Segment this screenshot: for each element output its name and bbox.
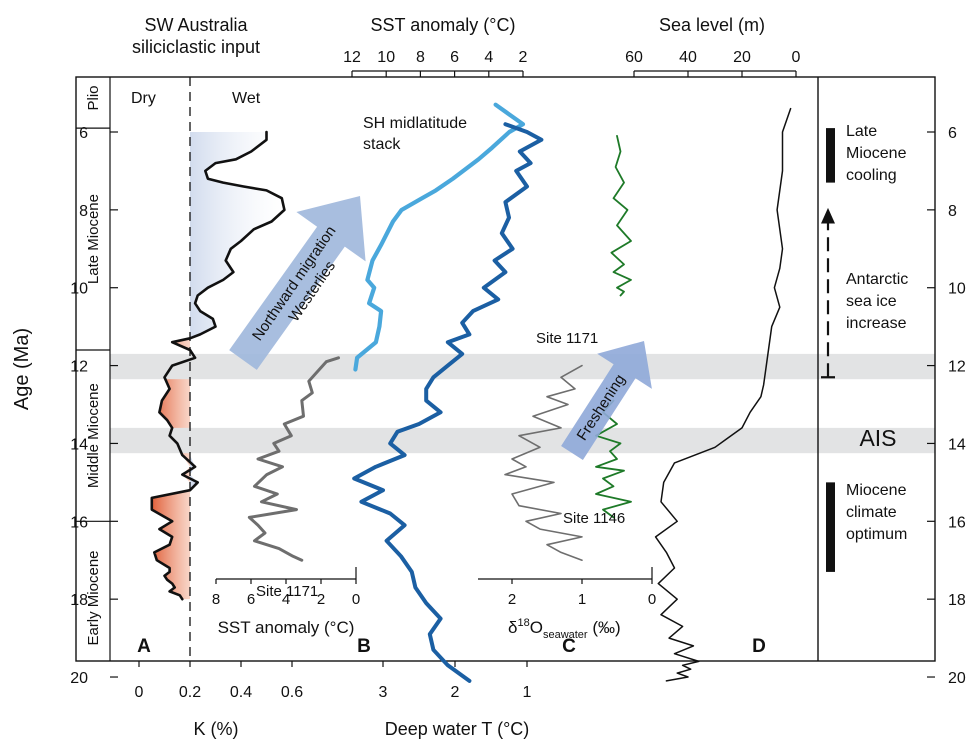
- epoch-label: Early Miocene: [85, 550, 102, 645]
- sst-top-tick-label: 6: [450, 49, 459, 66]
- plot-frame: [75, 76, 936, 662]
- panel-b-label: B: [357, 636, 371, 657]
- k-axis-title: K (%): [194, 719, 239, 739]
- sea-ice-arrowhead: [821, 207, 835, 224]
- wet-label: Wet: [232, 90, 261, 107]
- d18o-tick-label: 1: [578, 591, 586, 608]
- sst-bottom-tick-label: 0: [352, 591, 360, 608]
- k-tick-label: 0: [135, 684, 144, 701]
- sea-level-axis-title: Sea level (m): [659, 15, 765, 35]
- age-tick-label-right: 20: [948, 670, 966, 687]
- age-tick-label: 8: [79, 203, 88, 220]
- d18o-label-part: 18: [517, 617, 529, 629]
- late-miocene-cooling-bar: [826, 128, 835, 183]
- age-tick-label: 20: [70, 670, 88, 687]
- d18o-label-part: (‰): [588, 618, 621, 637]
- dry-label: Dry: [131, 90, 156, 107]
- sea-level-tick-label: 60: [625, 49, 643, 66]
- event-miocene-climate-optimum: Miocene climate optimum: [846, 482, 907, 543]
- wet-area: [190, 132, 285, 600]
- site-1171-sst-line: [247, 356, 340, 562]
- age-tick-label: 10: [70, 281, 88, 298]
- deep-water-temperature-line: [352, 122, 544, 683]
- site-1146-label: Site 1146: [563, 510, 625, 527]
- site-1146-d18o-line: [595, 399, 632, 519]
- age-tick-label-right: 10: [948, 281, 966, 298]
- sea-level-tick-label: 40: [679, 49, 697, 66]
- age-tick-label: 14: [70, 436, 88, 453]
- epoch-label: Plio: [85, 85, 102, 110]
- series-layer: [150, 102, 792, 683]
- k-series-line: [150, 130, 286, 601]
- sst-bottom-tick-label: 4: [282, 591, 290, 608]
- event-ais: AIS: [859, 425, 896, 451]
- age-tick-label-right: 18: [948, 592, 966, 609]
- age-tick-label: 18: [70, 592, 88, 609]
- sst-bottom-axis-title: SST anomaly (°C): [218, 618, 355, 637]
- freshening-arrow: [561, 341, 652, 460]
- d18o-label-part: O: [530, 618, 543, 637]
- epoch-label: Middle Miocene: [85, 383, 102, 488]
- site-1171-d18o-line: [504, 364, 583, 562]
- age-tick-label-right: 8: [948, 203, 957, 220]
- k-tick-label: 0.2: [179, 684, 201, 701]
- deep-axis-title: Deep water T (°C): [385, 719, 530, 739]
- age-tick-label-right: 12: [948, 359, 966, 376]
- sh-stack-label: SH midlatitude stack: [363, 115, 467, 153]
- panel-d-label: D: [752, 636, 766, 657]
- event-antarctic-sea-ice: Antarctic sea ice increase: [846, 271, 908, 332]
- sst-top-tick-label: 4: [484, 49, 493, 66]
- sst-bottom-tick-label: 8: [212, 591, 220, 608]
- age-tick-label-right: 16: [948, 514, 966, 531]
- age-axis-title: Age (Ma): [11, 328, 33, 410]
- age-tick-label-right: 6: [948, 125, 957, 142]
- miocene-climate-optimum-bar: [826, 482, 835, 572]
- westerlies-arrow: [229, 196, 366, 370]
- d18o-axis-title: δ18Oseawater (‰): [508, 617, 621, 641]
- deep-tick-label: 1: [523, 684, 532, 701]
- sh-midlatitude-stack-line: [353, 102, 526, 372]
- band-layer: [110, 353, 935, 454]
- sea-level-tick-label: 20: [733, 49, 751, 66]
- deep-tick-label: 3: [379, 684, 388, 701]
- highlight-band: [110, 353, 935, 380]
- site-1171-d18o-label: Site 1171: [536, 330, 598, 347]
- age-tick-label: 16: [70, 514, 88, 531]
- d18o-label-part: seawater: [543, 629, 588, 641]
- deep-tick-label: 2: [451, 684, 460, 701]
- sst-bottom-tick-label: 2: [317, 591, 325, 608]
- age-tick-label: 12: [70, 359, 88, 376]
- d18o-tick-label: 0: [648, 591, 656, 608]
- panel-a-label: A: [137, 636, 151, 657]
- arrow-layer: [229, 128, 835, 572]
- k-tick-label: 0.6: [281, 684, 303, 701]
- sea-level-tick-label: 0: [792, 49, 801, 66]
- epoch-label: Late Miocene: [85, 194, 102, 284]
- sea-level-line: [654, 107, 792, 682]
- sst-top-tick-label: 12: [343, 49, 361, 66]
- panel-c-label: C: [562, 636, 576, 657]
- k-tick-label: 0.4: [230, 684, 252, 701]
- sst-bottom-tick-label: 6: [247, 591, 255, 608]
- d18o-tick-label: 2: [508, 591, 516, 608]
- sst-top-tick-label: 8: [416, 49, 425, 66]
- d18o-label-part: δ: [508, 618, 517, 637]
- site-1171-sst-label: Site 1171: [256, 583, 318, 600]
- age-tick-label: 6: [79, 125, 88, 142]
- frame-layer: [75, 70, 936, 678]
- highlight-band: [110, 427, 935, 454]
- sst-top-axis-title: SST anomaly (°C): [371, 15, 516, 35]
- sst-top-tick-label: 10: [377, 49, 395, 66]
- site-1146-upper-d18o-line: [610, 134, 632, 297]
- age-tick-label-right: 14: [948, 436, 966, 453]
- k-header: SW Australia siliciclastic input: [132, 15, 260, 57]
- sst-top-tick-label: 2: [519, 49, 528, 66]
- event-late-miocene-cooling: Late Miocene cooling: [846, 123, 907, 184]
